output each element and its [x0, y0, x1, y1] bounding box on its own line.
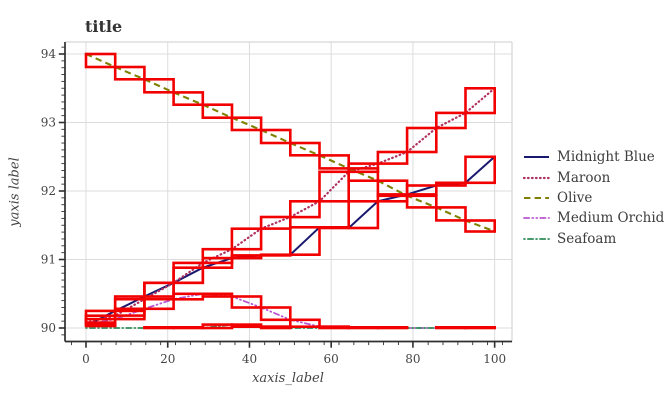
legend: Midnight Blue Maroon Olive Medium Orchid… [523, 147, 664, 249]
svg-text:94: 94 [41, 47, 57, 61]
svg-text:92: 92 [41, 184, 56, 198]
legend-label: Seafoam [557, 230, 617, 247]
legend-line-sample-midnight-blue [524, 156, 549, 159]
legend-line-sample-medium-orchid [523, 217, 550, 220]
svg-text:40: 40 [242, 352, 257, 366]
legend-label: Midnight Blue [557, 149, 655, 166]
legend-label: Maroon [557, 169, 611, 186]
svg-text:0: 0 [82, 352, 90, 366]
legend-item-olive: Olive [523, 188, 664, 208]
legend-line-sample-maroon [523, 176, 550, 179]
legend-label: Medium Orchid [557, 210, 665, 227]
legend-item-medium-orchid: Medium Orchid [523, 208, 664, 228]
chart-title: title [85, 17, 123, 36]
legend-item-seafoam: Seafoam [523, 229, 664, 249]
legend-line-sample-seafoam [523, 237, 550, 240]
x-axis-label: xaxis_label [252, 371, 324, 386]
legend-item-maroon: Maroon [523, 167, 664, 187]
legend-line-sample-olive [524, 196, 549, 200]
svg-text:80: 80 [405, 352, 420, 366]
svg-text:93: 93 [41, 116, 56, 130]
svg-text:91: 91 [41, 253, 56, 267]
legend-item-midnight-blue: Midnight Blue [523, 147, 664, 167]
svg-text:60: 60 [324, 352, 339, 366]
svg-text:90: 90 [41, 321, 56, 335]
svg-text:20: 20 [160, 352, 175, 366]
svg-text:100: 100 [483, 352, 506, 366]
legend-label: Olive [557, 189, 593, 206]
